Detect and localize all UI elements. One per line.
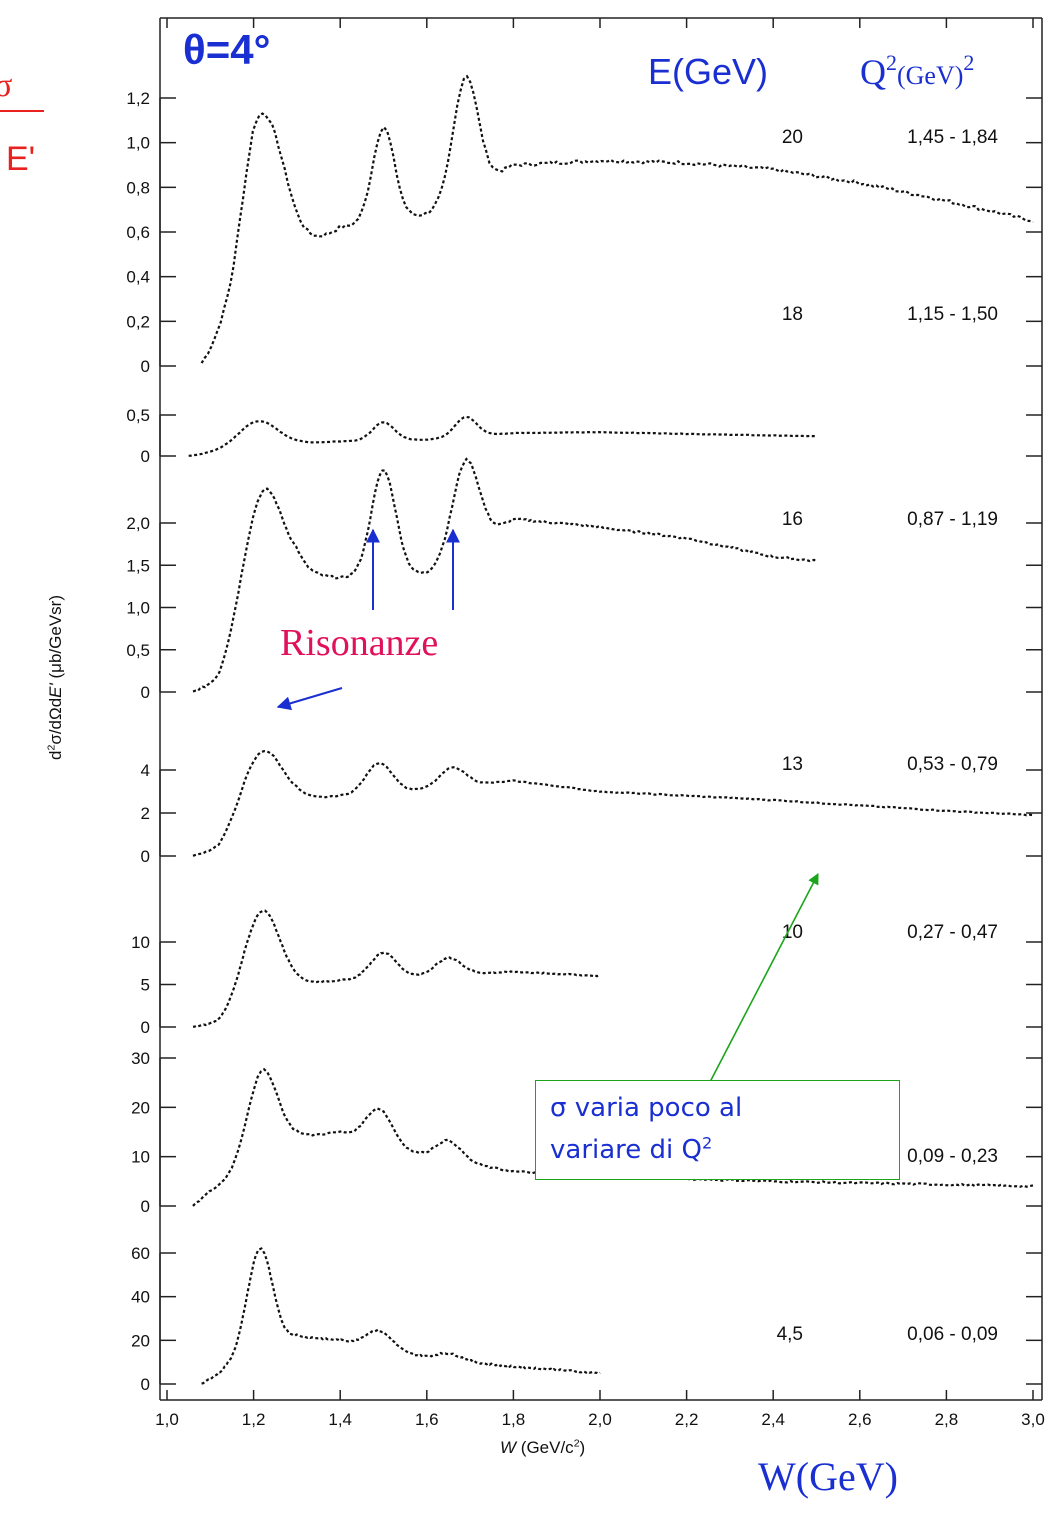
y-tick-label: 20	[131, 1098, 150, 1117]
y-tick-label: 1,5	[126, 556, 150, 575]
y-tick-label: 0,2	[126, 312, 150, 331]
y-tick-label: 0,5	[126, 406, 150, 425]
y-tick-label: 0,8	[126, 178, 150, 197]
series-energy-label: 10	[782, 922, 803, 943]
w-overlay-label: W(GeV)	[758, 1454, 898, 1499]
corner-eprime: E'	[6, 140, 35, 178]
note-arrow-up	[709, 873, 819, 1083]
y-tick-label: 0	[141, 1197, 150, 1216]
series-q2-label: 1,45 - 1,84	[907, 127, 998, 148]
x-tick-label: 1,6	[415, 1410, 439, 1429]
y-tick-label: 10	[131, 933, 150, 952]
x-tick-label: 1,0	[155, 1410, 179, 1429]
series-q2-label: 0,27 - 0,47	[907, 922, 998, 943]
series-q2-label: 0,53 - 0,79	[907, 754, 998, 775]
y-tick-label: 60	[131, 1244, 150, 1263]
note-line-1: σ varia poco al	[550, 1093, 743, 1123]
series-q2-label: 0,09 - 0,23	[907, 1146, 998, 1167]
energy-header: E(GeV)	[648, 51, 768, 92]
series-curve-0	[200, 74, 1034, 364]
y-tick-label: 2,0	[126, 514, 150, 533]
series-curve-3	[192, 749, 1034, 857]
y-tick-label: 0,5	[126, 641, 150, 660]
series-energy-label: 13	[782, 754, 803, 775]
series-energy-label: 4,5	[777, 1324, 803, 1345]
series-energy-label: 18	[782, 304, 803, 325]
series-curve-1	[188, 415, 817, 457]
y-tick-label: 30	[131, 1049, 150, 1068]
y-tick-label: 0,4	[126, 268, 150, 287]
y-tick-label: 2	[141, 804, 150, 823]
series-q2-label: 0,06 - 0,09	[907, 1324, 998, 1345]
y-tick-label: 5	[141, 976, 150, 995]
y-tick-label: 0	[141, 683, 150, 702]
series-labels: 20 1,45 - 1,84 18 1,15 - 1,50 16 0,87 - 1,19 1…	[777, 127, 999, 1345]
y-tick-label: 0	[141, 1018, 150, 1037]
x-tick-label: 1,4	[328, 1410, 352, 1429]
y-tick-label: 0	[141, 357, 150, 376]
series-curve-4	[193, 909, 601, 1028]
x-axis: 1,0 1,2 1,4 1,6 1,8 2,0 2,2 2,4 2,6 2,8 3,0	[155, 18, 1045, 1429]
angle-title: θ=4°	[183, 26, 270, 73]
series-curve-2	[192, 457, 818, 693]
x-tick-label: 1,8	[502, 1410, 526, 1429]
resonances-label: Risonanze	[280, 622, 438, 664]
series-energy-label: 20	[782, 127, 803, 148]
corner-sigma: σ	[0, 67, 12, 104]
note-box: σ varia poco al variare di Q2	[535, 1080, 900, 1180]
y-tick-label: 0,6	[126, 223, 150, 242]
y-tick-label: 0	[141, 447, 150, 466]
series-curve-5	[192, 1067, 1034, 1207]
y-tick-label: 1,2	[126, 89, 150, 108]
x-tick-label: 2,2	[675, 1410, 699, 1429]
x-axis-title: W (GeV/c2)	[500, 1437, 586, 1457]
series-q2-label: 1,15 - 1,50	[907, 304, 998, 325]
curves	[188, 74, 1034, 1385]
resonance-arrow-3	[276, 687, 343, 711]
y-tick-label: 1,0	[126, 599, 150, 618]
series-energy-label: 16	[782, 509, 803, 530]
q2-header: Q2(GeV)2	[860, 50, 974, 92]
series-curve-6	[201, 1247, 601, 1385]
x-tick-label: 2,0	[588, 1410, 612, 1429]
y-tick-label: 1,0	[126, 134, 150, 153]
y-tick-label: 40	[131, 1288, 150, 1307]
x-tick-label: 2,8	[935, 1410, 959, 1429]
y-tick-label: 0	[141, 1375, 150, 1394]
y-tick-label: 4	[141, 761, 150, 780]
x-tick-label: 3,0	[1021, 1410, 1045, 1429]
y-tick-label: 20	[131, 1331, 150, 1350]
note-line-2: variare di Q2	[550, 1133, 713, 1165]
series-q2-label: 0,87 - 1,19	[907, 509, 998, 530]
x-tick-label: 2,6	[848, 1410, 872, 1429]
y-axes: 00,20,40,60,81,01,200,500,51,01,52,00240…	[126, 89, 1042, 1394]
x-tick-label: 1,2	[242, 1410, 266, 1429]
x-tick-label: 2,4	[761, 1410, 785, 1429]
y-tick-label: 0	[141, 847, 150, 866]
y-tick-label: 10	[131, 1148, 150, 1167]
